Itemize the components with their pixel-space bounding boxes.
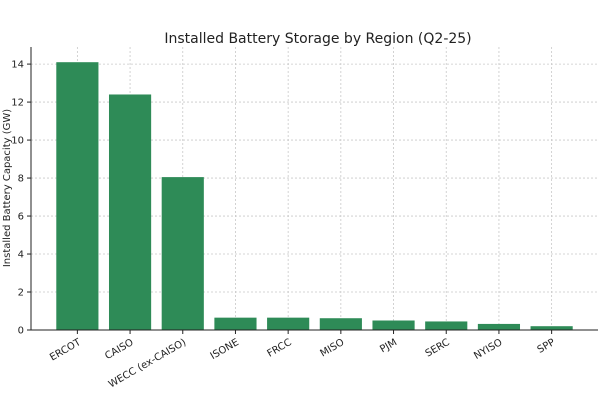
y-tick-label: 14 [11,60,24,71]
x-tick-label: SERC [424,337,452,360]
y-tick-label: 10 [11,136,24,147]
y-tick-label: 0 [18,326,24,337]
y-tick-label: 6 [18,212,24,223]
y-tick-label: 2 [18,288,24,299]
y-axis-label: Installed Battery Capacity (GW) [2,109,13,267]
bar [530,326,573,330]
y-tick-label: 4 [18,250,24,261]
bar [319,318,362,330]
chart-title: Installed Battery Storage by Region (Q2-… [164,31,471,47]
x-tick-label: CAISO [103,337,135,362]
x-tick-label: NYISO [472,337,504,362]
bar [161,177,204,330]
x-tick-label: ERCOT [48,337,83,364]
x-tick-label: FRCC [265,337,293,360]
bar [267,317,310,330]
bar [56,62,99,330]
y-tick-label: 12 [11,98,24,109]
x-tick-label: PJM [378,337,399,355]
bar [425,321,468,330]
x-tick-label: MISO [319,337,347,359]
y-tick-label: 8 [18,174,24,185]
bar [477,323,521,330]
bar [372,320,415,330]
bar [214,317,257,330]
x-tick-label: SPP [536,337,557,356]
bar [108,94,152,331]
x-tick-label: ISONE [209,337,241,362]
